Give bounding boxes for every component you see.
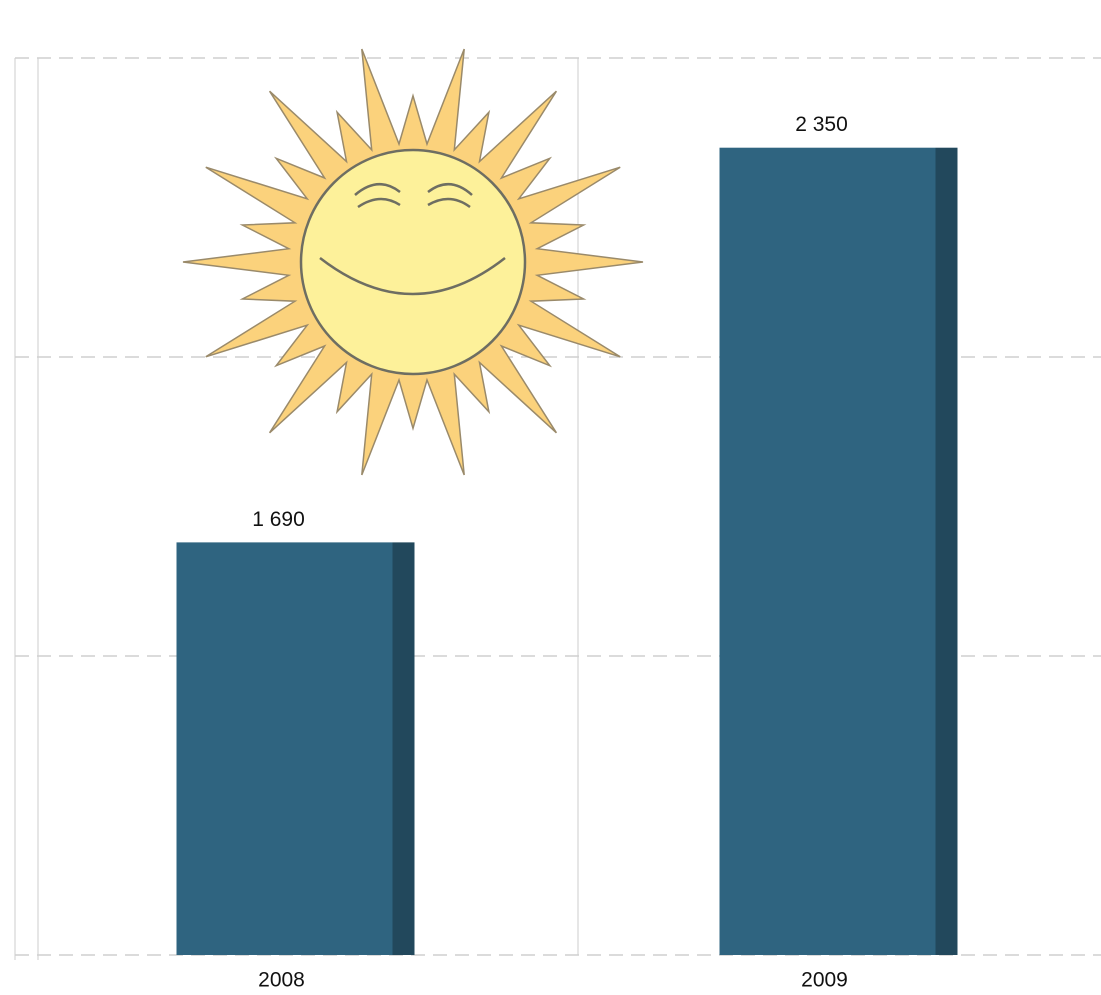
value-label: 2 350: [795, 113, 848, 136]
x-tick-label: 2009: [801, 969, 848, 992]
x-tick-label: 2008: [258, 969, 305, 992]
sun-face: [299, 148, 527, 376]
bar-side: [392, 542, 415, 955]
sun-eyes: [354, 183, 473, 209]
value-label: 1 690: [252, 508, 305, 531]
bar: [719, 147, 936, 955]
sun-smile: [319, 257, 506, 296]
sun-illustration: [182, 48, 644, 476]
bar-side: [935, 147, 958, 955]
bar: [176, 542, 393, 955]
